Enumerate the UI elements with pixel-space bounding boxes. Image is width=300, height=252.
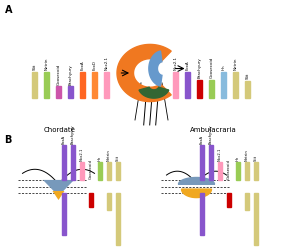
Text: Nkx2.1: Nkx2.1 [104, 56, 109, 70]
Bar [116, 162, 120, 180]
Bar [56, 86, 61, 98]
Bar [200, 193, 204, 235]
Bar [236, 162, 240, 180]
Bar [80, 162, 84, 180]
Bar [62, 145, 66, 180]
Bar [245, 162, 249, 180]
Polygon shape [52, 191, 64, 200]
Bar [68, 86, 73, 98]
Text: Netrin: Netrin [233, 58, 238, 70]
Bar [80, 72, 85, 98]
Polygon shape [117, 44, 171, 102]
Text: FoxD: FoxD [92, 60, 97, 70]
Bar [209, 80, 214, 98]
Text: Goosecoid: Goosecoid [89, 159, 93, 179]
Bar [173, 72, 178, 98]
Text: FoxA: FoxA [80, 61, 85, 70]
Text: Nkx2.1: Nkx2.1 [173, 56, 178, 70]
Bar [197, 80, 202, 98]
Text: Slit: Slit [32, 64, 37, 70]
Polygon shape [139, 87, 169, 98]
Text: Goosecoid: Goosecoid [56, 63, 61, 85]
Text: Netrin: Netrin [245, 149, 249, 161]
Text: FoxA: FoxA [200, 135, 204, 144]
Text: Nkx2.1: Nkx2.1 [80, 148, 84, 161]
Bar [227, 193, 231, 207]
Polygon shape [182, 189, 212, 198]
Text: FoxA: FoxA [62, 135, 66, 144]
Bar [185, 72, 190, 98]
Polygon shape [178, 177, 214, 184]
Text: B: B [4, 135, 12, 145]
Text: Ambulacraria: Ambulacraria [190, 127, 236, 133]
Bar [209, 145, 213, 180]
Bar [245, 193, 249, 210]
Text: Nkx2.1: Nkx2.1 [218, 148, 222, 161]
Bar [62, 193, 66, 235]
Text: Slit: Slit [245, 73, 250, 79]
Text: A: A [4, 5, 12, 15]
Polygon shape [43, 180, 74, 191]
Bar [233, 72, 238, 98]
Bar [92, 72, 97, 98]
Bar [116, 193, 120, 245]
Text: Chordate: Chordate [44, 127, 76, 133]
Bar [107, 162, 111, 180]
Text: Goosecoid: Goosecoid [209, 57, 214, 78]
Text: Brachyury: Brachyury [209, 124, 213, 144]
Text: Netrin: Netrin [44, 58, 49, 70]
Text: Netrin: Netrin [107, 149, 111, 161]
Bar [32, 72, 37, 98]
Bar [218, 162, 222, 180]
Bar [200, 145, 204, 180]
Bar [107, 193, 111, 210]
Bar [254, 193, 258, 245]
Bar [221, 72, 226, 98]
Bar [104, 72, 109, 98]
Text: Goosecoid: Goosecoid [227, 159, 231, 179]
Text: Hh: Hh [221, 65, 226, 70]
Text: Hh: Hh [236, 156, 240, 161]
Text: FoxA: FoxA [185, 61, 190, 70]
Bar [254, 162, 258, 180]
Bar [245, 81, 250, 98]
Text: Brachyury: Brachyury [68, 64, 73, 85]
Bar [98, 162, 102, 180]
Polygon shape [149, 51, 162, 86]
Bar [71, 145, 75, 180]
Text: Slit: Slit [116, 155, 120, 161]
Bar [89, 193, 93, 207]
Text: Hh: Hh [98, 156, 102, 161]
Text: Brachyury: Brachyury [71, 124, 75, 144]
Text: Brachyury: Brachyury [197, 57, 202, 78]
Text: Slit: Slit [254, 155, 258, 161]
Bar [44, 72, 49, 98]
